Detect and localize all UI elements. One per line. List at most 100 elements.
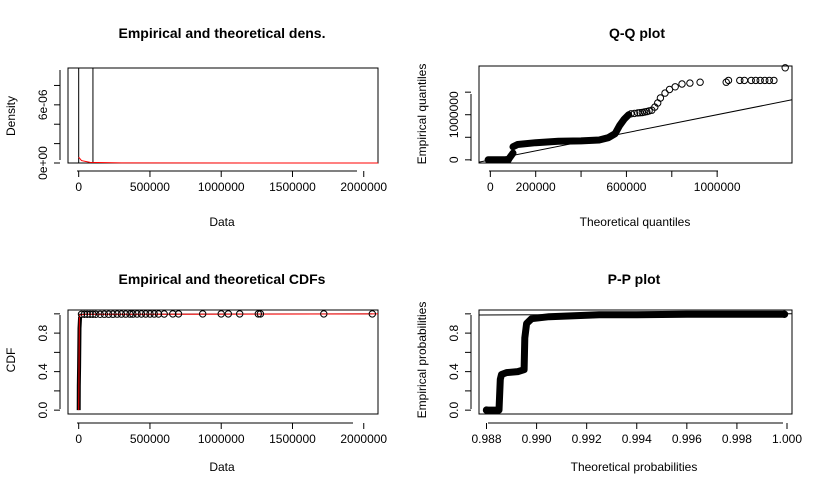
cdf-x-ticks: 0 500000 1000000 1500000 2000000 xyxy=(75,423,387,446)
pp-y-ticks: 0.0 0.4 0.8 xyxy=(447,313,471,418)
cdf-point xyxy=(77,310,86,318)
cdf-point xyxy=(236,310,244,318)
y-tick-label: 0.0 xyxy=(36,401,50,418)
qq-x-label: Theoretical quantiles xyxy=(580,215,691,229)
cdf-point xyxy=(199,310,207,318)
cdf-point xyxy=(146,310,154,318)
density-y-label: Density xyxy=(4,96,18,136)
cdf-point xyxy=(100,310,109,318)
qq-point xyxy=(765,76,773,85)
y-tick-label: 0.4 xyxy=(447,363,461,380)
qq-point xyxy=(671,83,679,91)
x-tick-label: 600000 xyxy=(606,180,646,194)
x-tick-label: 0 xyxy=(75,180,82,194)
pp-point xyxy=(780,310,789,318)
cdf-point xyxy=(104,310,113,318)
theoretical-density-line xyxy=(78,156,379,164)
x-tick-label: 0 xyxy=(487,180,494,194)
cdf-point xyxy=(368,310,376,318)
cdf-point xyxy=(80,310,89,318)
cdf-point xyxy=(96,310,104,318)
x-tick-label: 200000 xyxy=(516,180,556,194)
x-tick-label: 1000000 xyxy=(694,180,741,194)
cdf-point xyxy=(150,310,158,318)
qq-x-ticks: 0 200000 600000 1000000 xyxy=(487,171,741,194)
density-y-ticks: 0e+00 6e-06 xyxy=(36,84,60,180)
density-plot-frame xyxy=(67,67,379,164)
x-tick-label: 0.990 xyxy=(522,432,552,446)
qq-point xyxy=(724,76,733,85)
cdf-point xyxy=(174,310,183,318)
qq-reference-line xyxy=(479,99,792,163)
pp-title: P-P plot xyxy=(608,271,661,287)
cdf-panel: Empirical and theoretical CDFs 0 500000 10… xyxy=(4,271,387,474)
reference-line-group xyxy=(479,99,792,163)
pp-y-label: Empirical probabilities xyxy=(415,302,429,419)
cdf-point xyxy=(320,310,328,318)
qq-title: Q-Q plot xyxy=(609,25,665,41)
qq-panel: Q-Q plot 0 200000 600000 1000000 0 1000000 T… xyxy=(415,25,793,229)
pp-plot-frame xyxy=(478,309,793,415)
x-tick-label: 1500000 xyxy=(269,432,316,446)
qq-point xyxy=(696,78,704,86)
x-tick-label: 1.000 xyxy=(772,432,802,446)
cdf-point xyxy=(154,310,163,318)
qq-point xyxy=(781,64,789,72)
cdf-point xyxy=(137,310,146,318)
theoretical-cdf-line xyxy=(78,313,379,411)
qq-point xyxy=(636,109,644,117)
x-tick-label: 0.996 xyxy=(672,432,702,446)
cdf-point xyxy=(160,310,168,318)
cdf-point xyxy=(224,310,233,318)
pp-point xyxy=(482,406,491,414)
qq-plot-area xyxy=(479,64,792,164)
pp-panel: P-P plot 0.988 0.990 0.992 0.994 0.996 0.998 1… xyxy=(415,271,802,474)
density-x-label: Data xyxy=(209,215,235,229)
x-tick-label: 0.988 xyxy=(471,432,501,446)
pp-x-label: Theoretical probabilities xyxy=(571,460,698,474)
cdf-point xyxy=(169,310,177,318)
qq-plot-frame xyxy=(478,65,793,164)
qq-y-ticks: 0 1000000 xyxy=(447,91,471,163)
cdf-plot-area xyxy=(76,310,379,411)
pp-plot-area xyxy=(478,310,793,414)
y-tick-label: 0 xyxy=(447,156,461,163)
histogram-bar xyxy=(78,67,94,164)
cdf-y-label: CDF xyxy=(4,348,18,373)
cdf-title: Empirical and theoretical CDFs xyxy=(119,271,326,287)
y-tick-label: 0.0 xyxy=(447,401,461,418)
qq-y-label: Empirical quantiles xyxy=(415,64,429,165)
qq-point xyxy=(761,76,769,85)
y-tick-label: 0.8 xyxy=(447,324,461,341)
y-tick-label: 0e+00 xyxy=(36,146,50,180)
cdf-point xyxy=(129,310,137,318)
density-title: Empirical and theoretical dens. xyxy=(119,25,326,41)
qq-point xyxy=(756,76,764,85)
cdf-point xyxy=(113,310,121,318)
density-plot-area xyxy=(78,67,379,164)
cdf-point xyxy=(133,310,141,318)
cdf-point xyxy=(254,310,262,318)
qq-point xyxy=(770,76,778,85)
qq-point xyxy=(656,94,665,102)
y-tick-label: 1000000 xyxy=(447,91,461,138)
qq-dense-points xyxy=(509,111,633,151)
cdf-x-label: Data xyxy=(209,460,235,474)
cdf-point xyxy=(142,310,150,318)
density-x-ticks: 0 500000 1000000 1500000 2000000 xyxy=(75,171,387,194)
qq-point xyxy=(747,76,755,85)
x-tick-label: 2000000 xyxy=(340,180,387,194)
cdf-point xyxy=(89,310,97,318)
x-tick-label: 0.998 xyxy=(722,432,752,446)
qq-point xyxy=(627,110,635,118)
x-tick-label: 500000 xyxy=(130,180,170,194)
x-tick-label: 0 xyxy=(75,432,82,446)
y-tick-label: 0.4 xyxy=(36,363,50,380)
y-tick-label: 0.8 xyxy=(36,324,50,341)
qq-dense-points xyxy=(505,149,517,163)
cdf-y-ticks: 0.0 0.4 0.8 xyxy=(36,313,60,418)
qq-point xyxy=(634,109,642,117)
cdf-point xyxy=(126,310,134,318)
cdf-point xyxy=(117,310,126,318)
